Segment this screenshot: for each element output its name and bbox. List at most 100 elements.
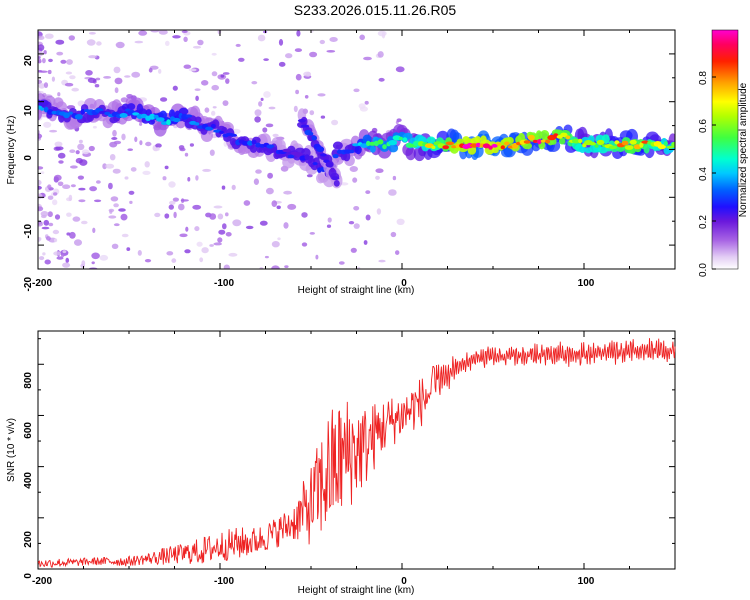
spectrogram-speckle <box>315 254 319 260</box>
spectrogram-ridge-mark <box>304 154 310 161</box>
spectrogram-speckle <box>111 243 119 249</box>
spectrogram-ridge-mark <box>431 145 436 150</box>
spectrogram-speckle <box>43 121 52 128</box>
spectrogram-speckle <box>309 232 315 235</box>
spectrogram-speckle <box>179 233 188 238</box>
spectrogram-speckle <box>217 237 223 243</box>
spectrogram-speckle <box>62 250 67 254</box>
spectrogram-y-tick-label: 0 <box>23 155 34 161</box>
spectrogram-speckle <box>68 35 76 41</box>
spectrogram-speckle <box>363 56 372 61</box>
spectrogram-speckle <box>209 149 215 156</box>
spectrogram-speckle <box>92 227 96 233</box>
spectrogram-speckle <box>38 185 42 190</box>
spectrogram-speckle <box>284 265 289 268</box>
spectrogram-speckle <box>105 163 115 169</box>
spectrogram-speckle <box>319 39 325 45</box>
spectrogram-speckle <box>44 33 54 39</box>
spectrogram-ridge-mark <box>426 136 436 145</box>
spectrogram-ridge-mark <box>205 126 214 131</box>
spectrogram-speckle <box>156 147 160 151</box>
spectrogram-speckle <box>180 199 189 202</box>
spectrogram-speckle <box>81 149 90 155</box>
spectrogram-ridge-mark <box>366 140 371 147</box>
spectrogram-speckle <box>69 231 76 239</box>
snr-frame <box>37 330 676 570</box>
spectrogram-speckle <box>57 181 64 187</box>
spectrogram-speckle <box>301 212 308 218</box>
spectrogram-speckle <box>222 223 227 230</box>
spectrogram-speckle <box>60 59 67 64</box>
spectrogram-speckle <box>66 212 72 217</box>
snr-panel: -200 -100 0 100 0 200 400 600 800 Height… <box>6 330 676 596</box>
spectrogram-speckle <box>128 190 135 195</box>
spectrogram-speckle <box>172 35 181 39</box>
spectrogram-speckle <box>158 68 162 74</box>
spectrogram-speckle <box>350 247 357 253</box>
spectrogram-speckle <box>169 200 176 205</box>
snr-x-axis-label: Height of straight line (km) <box>298 585 415 596</box>
spectrogram-speckle <box>46 236 51 241</box>
spectrogram-ridge-mark <box>496 142 501 146</box>
spectrogram-speckle <box>52 229 60 235</box>
spectrogram-speckle <box>232 219 242 227</box>
spectrogram-speckle <box>349 166 358 172</box>
spectrogram-speckle <box>47 195 54 200</box>
colorbar-scale <box>711 29 739 270</box>
colorbar-tick-label: 0.6 <box>698 119 709 133</box>
spectrogram-branch-mark <box>316 146 325 153</box>
spectrogram-speckle <box>309 51 318 58</box>
spectrogram-speckle <box>92 125 97 129</box>
spectrogram-speckle <box>142 170 151 175</box>
spectrogram-speckle <box>258 101 263 107</box>
spectrogram-ridge-mark <box>639 142 644 148</box>
spectrogram-speckle <box>70 184 76 188</box>
spectrogram-ridge-mark <box>523 140 531 144</box>
spectrogram-speckle <box>91 252 100 260</box>
spectrogram-branch-mark <box>333 180 340 187</box>
spectrogram-speckle <box>62 262 71 268</box>
spectrogram-x-tick-label: 100 <box>578 278 595 289</box>
spectrogram-speckle <box>38 166 44 170</box>
spectrogram-speckle <box>52 199 58 206</box>
spectrogram-ridge-mark <box>282 148 292 153</box>
spectrogram-ridge-mark <box>671 141 675 148</box>
spectrogram-speckle <box>38 35 45 40</box>
snr-x-tick-label: -100 <box>214 576 234 587</box>
spectrogram-ridge-mark <box>503 141 510 146</box>
spectrogram-ridge-mark <box>266 144 275 149</box>
spectrogram-speckle <box>257 34 266 42</box>
spectrogram-speckle <box>253 178 259 185</box>
spectrogram-speckle <box>378 259 386 263</box>
colorbar-ticks <box>712 76 716 270</box>
spectrogram-speckle <box>353 206 360 211</box>
spectrogram-speckle <box>375 168 384 173</box>
spectrogram-ridge-mark <box>643 144 650 154</box>
spectrogram-speckle <box>145 141 152 147</box>
spectrogram-speckle <box>283 190 292 195</box>
spectrogram-speckle <box>213 205 223 209</box>
spectrogram-speckle <box>266 187 274 195</box>
spectrogram-ridge-mark <box>172 117 181 123</box>
spectrogram-speckle <box>124 176 129 180</box>
spectrogram-y-tick-label: 10 <box>23 105 34 117</box>
spectrogram-ridge-mark <box>185 114 193 118</box>
spectrogram-speckle <box>225 232 232 237</box>
spectrogram-ridge-mark <box>579 145 586 153</box>
spectrogram-speckle <box>121 133 126 141</box>
spectrogram-ridge-mark <box>74 114 83 120</box>
spectrogram-speckle <box>183 64 192 69</box>
spectrogram-speckle <box>113 223 120 227</box>
spectrogram-speckle <box>38 206 44 212</box>
spectrogram-ridge-mark <box>455 143 461 149</box>
spectrogram-speckle <box>74 239 82 246</box>
spectrogram-speckle <box>94 84 100 88</box>
spectrogram-speckle <box>65 71 73 75</box>
spectrogram-speckle <box>245 225 254 230</box>
colorbar-tick-label: 0.8 <box>698 71 709 85</box>
spectrogram-ridge-mark <box>442 145 450 150</box>
spectrogram-speckle <box>363 240 368 245</box>
snr-y-tick-label: 0 <box>23 573 34 579</box>
spectrogram-speckle <box>276 205 281 210</box>
spectrogram-speckle <box>162 176 167 181</box>
